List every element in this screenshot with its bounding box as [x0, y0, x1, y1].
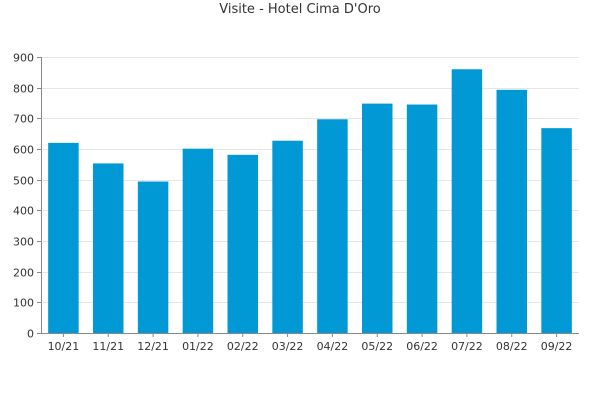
y-tick-label: 400: [13, 205, 34, 218]
x-tick-label: 01/22: [182, 340, 214, 353]
x-tick-label: 10/21: [48, 340, 80, 353]
y-tick-label: 0: [27, 328, 34, 341]
bar-01-22: [182, 148, 214, 333]
y-tick-label: 500: [13, 175, 34, 188]
bar-12-21: [137, 181, 169, 333]
x-tick-label: 08/22: [496, 340, 528, 353]
y-tick-label: 900: [13, 52, 34, 65]
x-tick-label: 09/22: [541, 340, 573, 353]
y-tick-label: 600: [13, 144, 34, 157]
chart-title: Visite - Hotel Cima D'Oro: [219, 2, 381, 17]
bar-09-22: [541, 128, 572, 333]
bar-11-21: [93, 163, 124, 333]
x-tick-labels: 10/21 11/21 12/21 01/22 02/22 03/22 04/22 05/22…: [48, 340, 573, 353]
bar-10-21: [48, 142, 79, 333]
bar-04-22: [317, 119, 348, 333]
x-tick-label: 06/22: [406, 340, 438, 353]
axes: [37, 57, 579, 337]
x-tick-label: 11/21: [92, 340, 124, 353]
grid-lines: [41, 57, 579, 303]
bar-06-22: [406, 104, 438, 333]
y-tick-label: 200: [13, 267, 34, 280]
x-tick-label: 03/22: [272, 340, 304, 353]
y-tick-label: 100: [13, 297, 34, 310]
x-tick-label: 04/22: [317, 340, 349, 353]
bar-03-22: [272, 140, 303, 333]
y-tick-label: 800: [13, 83, 34, 96]
bar-08-22: [496, 89, 527, 333]
bars: [48, 69, 572, 334]
y-tick-label: 300: [13, 236, 34, 249]
x-tick-label: 05/22: [361, 340, 393, 353]
bar-07-22: [451, 69, 483, 334]
x-tick-label: 07/22: [451, 340, 483, 353]
bar-05-22: [362, 103, 393, 333]
y-tick-labels: 0 100 200 300 400 500 600 700 800 900: [13, 52, 34, 341]
bar-02-22: [227, 154, 258, 333]
y-tick-label: 700: [13, 113, 34, 126]
x-tick-label: 02/22: [227, 340, 259, 353]
x-tick-label: 12/21: [137, 340, 169, 353]
